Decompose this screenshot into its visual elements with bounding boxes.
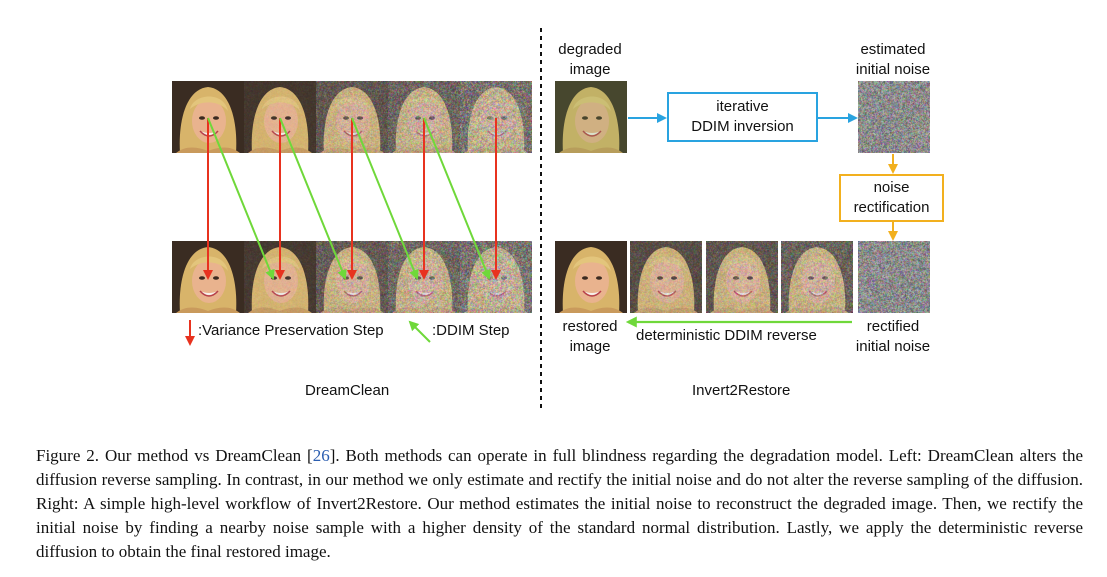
restoration-step-image [781, 241, 853, 313]
caption-text-after: ]. Both methods can operate in full blin… [36, 446, 1083, 561]
ddim-inversion-label: iterative DDIM inversion [691, 98, 794, 135]
legend-variance-label: :Variance Preservation Step [198, 322, 384, 339]
figure-caption: Figure 2. Our method vs DreamClean [26].… [36, 444, 1083, 564]
restored-image-label: restored image [562, 318, 618, 355]
ddim-inversion-box: iterative DDIM inversion [667, 92, 818, 142]
noise-rectification-box: noise rectification [839, 174, 944, 222]
legend-ddim-label: :DDIM Step [432, 322, 510, 339]
ddim-reverse-label: deterministic DDIM reverse [636, 327, 817, 344]
restoration-step-image [706, 241, 778, 313]
ddim-arrow-3 [351, 117, 419, 280]
rectified-noise-image [858, 241, 930, 313]
rectified-noise-label: rectified initial noise [855, 318, 931, 355]
noise-rectification-label: noise rectification [853, 179, 930, 216]
degraded-image-label: degraded image [558, 41, 622, 78]
estimated-noise-label: estimated initial noise [855, 41, 931, 78]
invert2restore-title: Invert2Restore [692, 382, 791, 399]
dreamclean-title: DreamClean [305, 382, 390, 399]
restoration-step-image [630, 241, 702, 313]
legend-green-arrow [408, 320, 431, 343]
ddim-arrow-1 [207, 117, 275, 280]
ddim-arrow-2 [279, 117, 347, 280]
restoration-step-image [555, 241, 627, 313]
caption-text-before: Figure 2. Our method vs DreamClean [ [36, 446, 313, 465]
degraded-image [555, 81, 627, 153]
estimated-noise-image [858, 81, 930, 153]
citation-link[interactable]: 26 [312, 446, 330, 465]
ddim-arrow-4 [423, 117, 491, 280]
